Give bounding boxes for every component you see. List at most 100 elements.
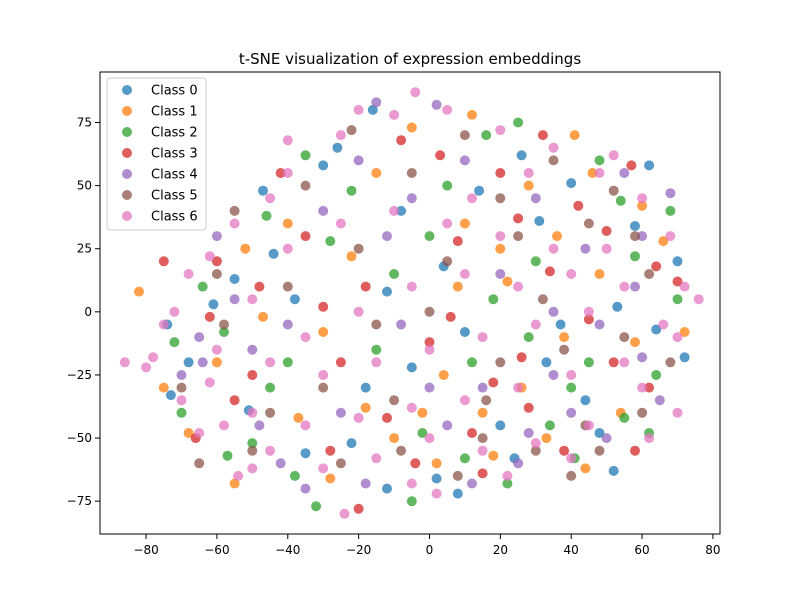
point-6-33 [371,357,382,368]
point-0-34 [289,294,300,305]
legend-label-2: Class 2 [151,126,198,141]
point-5-37 [630,231,640,242]
point-1-13 [569,130,580,141]
point-3-6 [477,468,488,479]
point-4-2 [275,458,286,469]
point-5-11 [424,306,435,317]
point-6-29 [158,319,169,330]
point-6-78 [431,488,442,499]
point-1-34 [523,180,534,191]
point-0-23 [431,473,442,484]
y-tick-label-5: 50 [77,179,92,193]
point-6-23 [442,104,453,115]
point-4-4 [637,352,648,363]
point-6-79 [502,470,513,481]
point-6-1 [693,294,704,305]
point-2-24 [406,496,417,507]
point-6-53 [619,357,630,368]
point-0-24 [258,185,268,196]
point-3-3 [158,256,169,267]
point-5-14 [353,243,364,254]
point-3-25 [630,445,640,456]
point-0-18 [300,448,311,459]
point-6-68 [658,319,669,330]
point-1-17 [325,473,336,484]
point-6-25 [335,130,346,141]
point-2-26 [219,327,229,337]
point-5-6 [637,407,648,418]
point-4-10 [318,205,329,216]
point-6-54 [566,370,577,380]
point-6-17 [679,281,690,292]
point-6-67 [672,407,683,418]
point-6-8 [265,445,276,456]
point-6-40 [548,243,559,254]
point-0-29 [555,319,566,330]
point-1-20 [459,218,470,229]
point-3-34 [537,130,548,141]
point-6-45 [282,243,293,254]
point-5-16 [594,445,605,456]
point-5-30 [300,180,311,191]
point-4-7 [229,294,240,305]
point-6-51 [513,281,524,292]
point-5-33 [396,445,407,456]
point-5-1 [389,395,400,406]
point-1-5 [488,450,499,461]
point-4-9 [601,433,612,444]
point-2-33 [371,344,382,355]
point-2-1 [311,501,322,512]
point-4-34 [194,332,205,343]
point-6-7 [219,420,229,431]
point-4-37 [406,193,417,204]
point-5-24 [318,382,329,393]
legend-marker-3 [122,148,132,158]
point-5-12 [176,382,187,393]
point-1-37 [580,463,591,474]
point-0-39 [382,286,392,297]
point-4-28 [619,168,630,178]
point-0-22 [608,465,619,476]
point-2-27 [488,294,499,305]
point-2-11 [197,281,208,292]
point-4-20 [566,407,577,418]
point-6-75 [523,168,534,178]
point-6-10 [371,453,382,464]
point-5-9 [229,205,240,216]
point-0-27 [474,185,485,196]
point-2-22 [300,150,311,161]
series-5 [176,125,676,481]
point-5-8 [530,445,541,456]
point-1-0 [134,286,144,297]
point-5-0 [194,458,205,469]
point-4-32 [353,155,364,166]
chart-title: t-SNE visualization of expression embedd… [239,50,581,68]
point-5-18 [513,231,524,242]
point-4-17 [254,420,265,431]
point-2-5 [481,130,492,141]
point-3-29 [360,281,371,292]
point-6-69 [608,150,619,161]
point-6-55 [513,382,524,393]
point-5-15 [477,433,488,444]
point-2-13 [417,428,428,438]
point-0-0 [165,390,176,401]
point-0-17 [534,216,545,226]
point-6-57 [406,402,417,413]
point-6-19 [637,193,648,204]
legend-marker-6 [122,211,132,221]
point-5-3 [583,218,594,229]
point-0-19 [367,104,378,115]
point-6-22 [495,125,506,136]
x-tick-label-3: −20 [346,543,371,557]
point-6-26 [282,168,293,178]
legend-label-5: Class 5 [151,189,198,204]
point-2-23 [523,332,534,343]
point-3-33 [410,458,421,469]
point-5-19 [406,168,417,178]
point-3-38 [335,357,346,368]
point-1-30 [552,231,562,242]
point-5-22 [452,470,463,481]
point-6-16 [672,332,683,343]
point-3-28 [573,200,584,211]
